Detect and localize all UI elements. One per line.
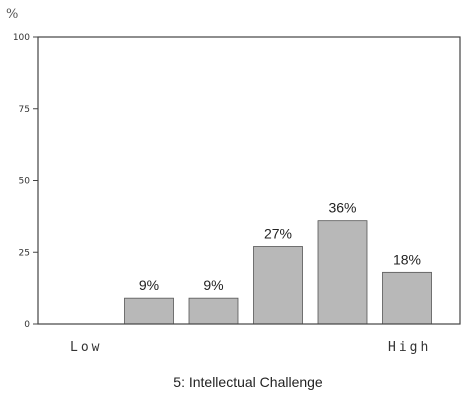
bar [124, 297, 174, 325]
bar-data-label: 18% [393, 251, 421, 267]
bar-data-label: 9% [203, 277, 223, 293]
y-axis: 0 25 50 75 100 [13, 33, 38, 330]
plot-frame [37, 36, 461, 325]
x-low-label: Low [70, 340, 102, 355]
bar-data-label: 27% [264, 226, 292, 242]
bar [382, 271, 432, 325]
y-tick-label: 50 [19, 177, 31, 187]
bar-data-label: 9% [139, 277, 159, 293]
bar [317, 220, 368, 325]
x-high-label: High [388, 340, 431, 355]
bar [188, 297, 239, 325]
y-tick-label: 25 [19, 248, 30, 258]
chart-caption: 5: Intellectual Challenge [173, 374, 323, 390]
y-tick-label: 0 [24, 320, 30, 330]
bars: 9% 9% 27% 36% 18% [60, 200, 432, 325]
bar [253, 246, 303, 325]
y-tick-label: 75 [19, 105, 30, 115]
y-unit-label: % [6, 7, 18, 22]
y-tick-label: 100 [13, 33, 30, 43]
bar-data-label: 36% [328, 200, 356, 216]
